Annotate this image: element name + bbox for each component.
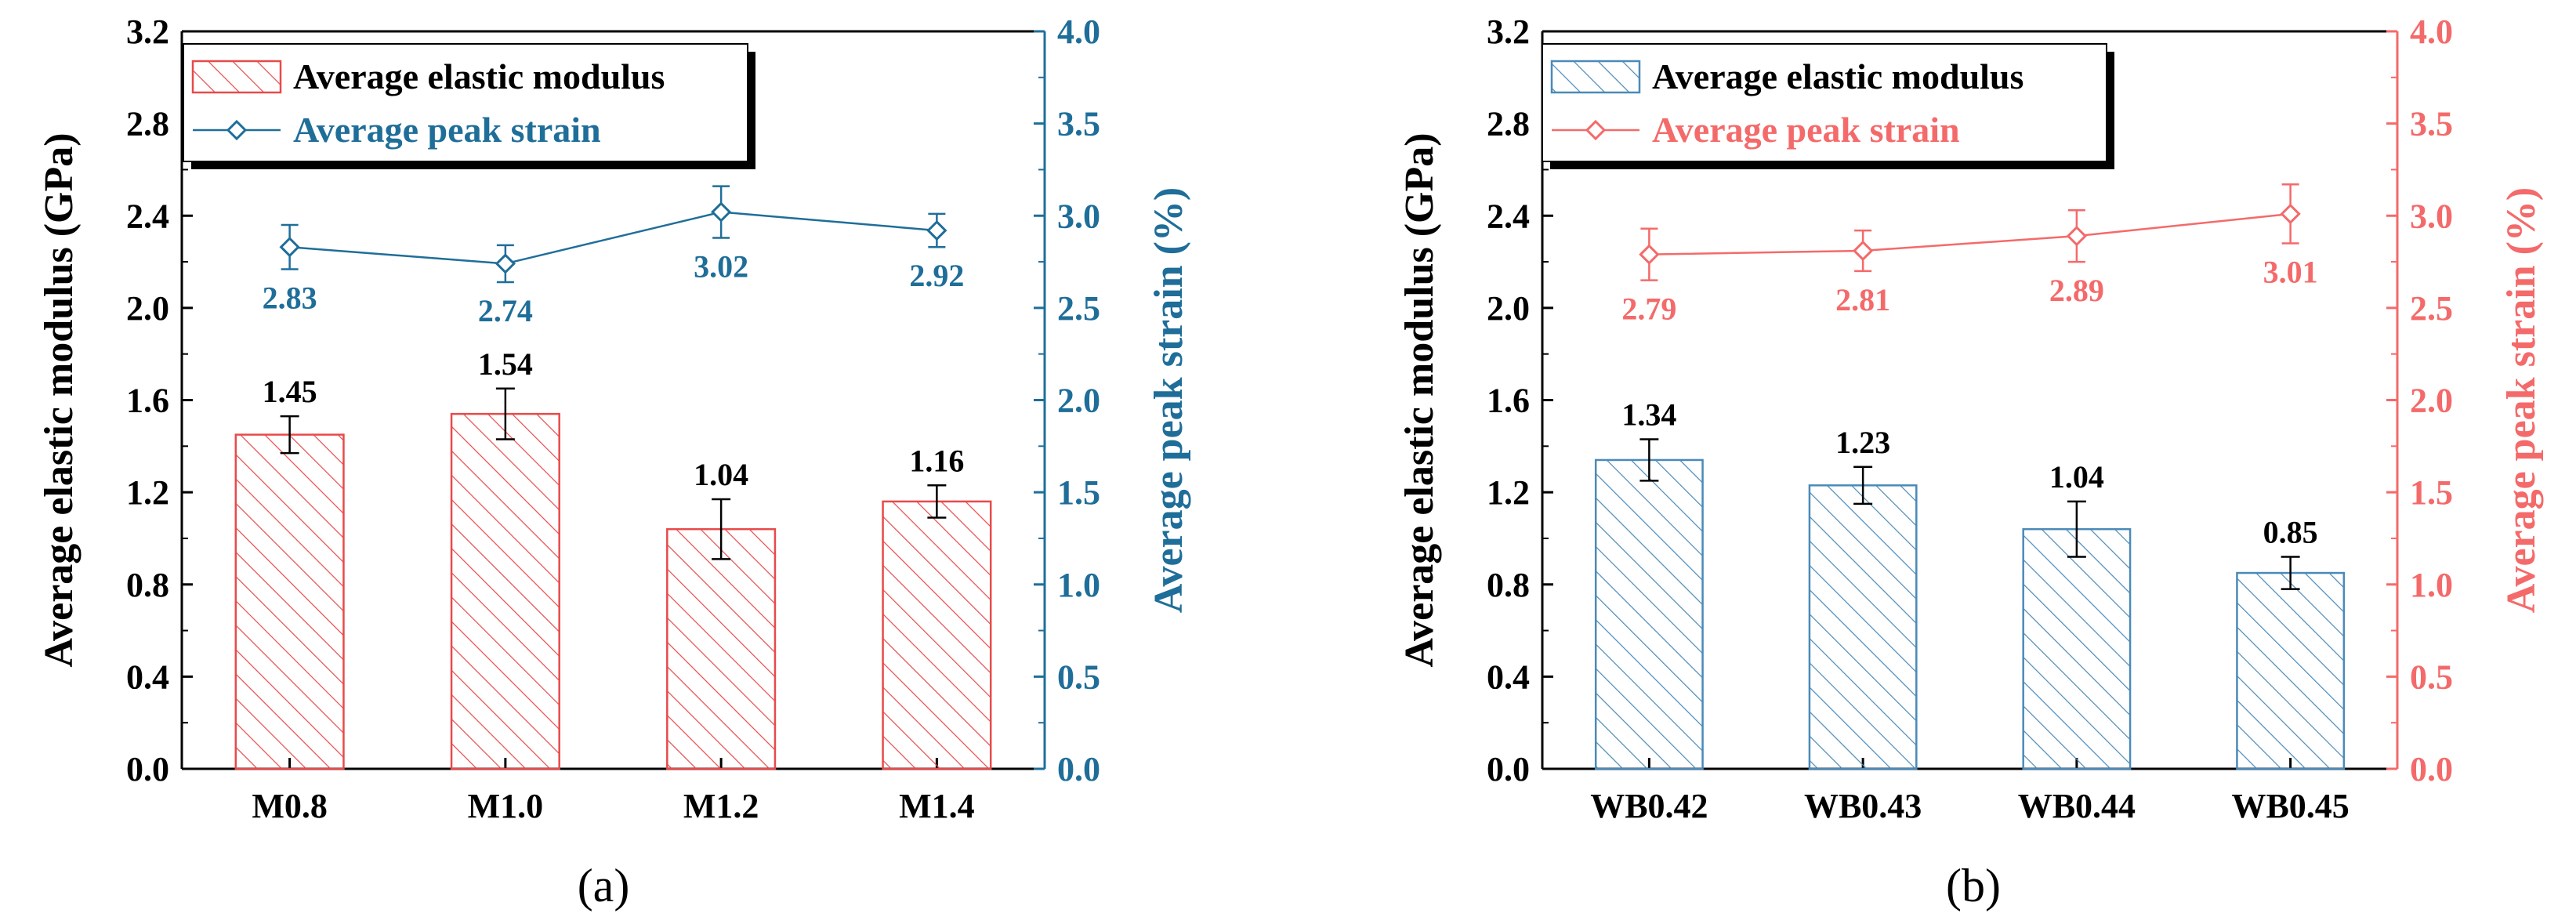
- left-y-tick-label: 0.0: [1487, 750, 1530, 788]
- right-y-tick-label: 3.0: [2410, 197, 2453, 235]
- bar-data-label: 1.45: [263, 374, 317, 409]
- strain-point: [1853, 240, 1874, 262]
- right-y-tick-label: 2.5: [2410, 289, 2453, 328]
- strain-data-label: 2.81: [1835, 282, 1890, 317]
- right-y-tick-label: 0.5: [2410, 658, 2453, 696]
- right-y-tick-label: 4.0: [2410, 13, 2453, 51]
- strain-point: [279, 237, 300, 258]
- right-y-tick-label: 1.5: [2410, 473, 2453, 512]
- legend-marker-swatch: [226, 119, 248, 141]
- right-y-tick-label: 1.0: [2410, 566, 2453, 604]
- left-y-tick-label: 0.4: [1487, 658, 1530, 696]
- strain-data-label: 3.02: [694, 248, 748, 284]
- legend-label-strain: Average peak strain: [293, 110, 601, 150]
- right-y-tick-label: 2.0: [1057, 382, 1100, 420]
- right-y-tick-label: 3.5: [1057, 105, 1100, 143]
- legend-marker-swatch: [1585, 119, 1607, 141]
- left-y-tick-label: 1.6: [1487, 382, 1530, 420]
- left-y-tick-label: 3.2: [126, 13, 169, 51]
- left-y-tick-label: 0.8: [126, 566, 169, 604]
- bar: [2236, 571, 2346, 770]
- strain-data-label: 2.83: [263, 280, 317, 315]
- left-y-tick-label: 1.2: [126, 473, 169, 512]
- legend-bar-swatch: [1550, 60, 1641, 94]
- bar: [450, 412, 560, 770]
- legend-bar-swatch: [191, 60, 282, 94]
- bar-data-label: 0.85: [2263, 514, 2318, 549]
- strain-series-line: [289, 211, 937, 265]
- strain-series-line: [1649, 212, 2291, 255]
- bar-data-label: 1.34: [1621, 397, 1676, 432]
- left-y-tick-label: 2.4: [1487, 197, 1530, 235]
- bar-data-label: 1.04: [2049, 459, 2104, 495]
- right-y-tick-label: 1.5: [1057, 473, 1100, 512]
- left-y-tick-label: 0.8: [1487, 566, 1530, 604]
- left-y-tick-label: 0.4: [126, 658, 169, 696]
- x-tick-label: WB0.44: [2018, 787, 2136, 825]
- x-tick-label: M1.4: [899, 787, 975, 825]
- bar: [1594, 458, 1704, 770]
- bar-data-label: 1.16: [909, 443, 964, 478]
- right-y-tick-label: 3.5: [2410, 105, 2453, 143]
- right-y-tick-label: 3.0: [1057, 197, 1100, 235]
- left-y-tick-label: 3.2: [1487, 13, 1530, 51]
- bar: [882, 500, 992, 770]
- x-tick-label: M1.0: [468, 787, 544, 825]
- chart-panel-a: 0.0 0.4 0.8 1.2 1.6 2.0 2.4 2.8 3.2 0.0 0.5 1.0 1.5 2…: [37, 13, 1191, 911]
- left-y-tick-label: 2.0: [1487, 289, 1530, 328]
- bar-data-label: 1.23: [1835, 425, 1890, 460]
- bar: [2022, 527, 2132, 770]
- x-tick-label: M0.8: [252, 787, 328, 825]
- right-y-tick-label: 4.0: [1057, 13, 1100, 51]
- right-y-tick-label: 2.0: [2410, 382, 2453, 420]
- strain-point: [2280, 203, 2301, 225]
- strain-data-label: 3.01: [2263, 255, 2318, 290]
- panel-label: (a): [578, 860, 630, 911]
- right-y-axis-title: Average peak strain (%): [1147, 187, 1191, 614]
- right-y-tick-label: 2.5: [1057, 289, 1100, 328]
- left-y-tick-label: 0.0: [126, 750, 169, 788]
- left-y-tick-label: 1.2: [1487, 473, 1530, 512]
- chart-panel-b: 0.0 0.4 0.8 1.2 1.6 2.0 2.4 2.8 3.2 0.0 0.5 1.0 1.5 2…: [1397, 13, 2544, 911]
- bar: [1808, 484, 1918, 770]
- left-y-axis-title: Average elastic modulus (GPa): [37, 132, 82, 667]
- left-y-tick-label: 2.8: [1487, 105, 1530, 143]
- x-tick-label: WB0.42: [1590, 787, 1708, 825]
- right-y-tick-label: 0.5: [1057, 658, 1100, 696]
- strain-data-label: 2.79: [1621, 292, 1676, 327]
- x-tick-label: WB0.45: [2231, 787, 2349, 825]
- legend-label-strain: Average peak strain: [1652, 110, 1960, 150]
- strain-point: [711, 201, 732, 223]
- left-y-tick-label: 2.8: [126, 105, 169, 143]
- legend-label-modulus: Average elastic modulus: [1652, 56, 2023, 96]
- right-y-tick-label: 1.0: [1057, 566, 1100, 604]
- strain-point: [2066, 226, 2087, 247]
- right-y-tick-label: 0.0: [1057, 750, 1100, 788]
- right-y-axis-title: Average peak strain (%): [2499, 187, 2544, 614]
- strain-point: [1639, 244, 1660, 265]
- bar-data-label: 1.04: [694, 457, 748, 492]
- bar-data-label: 1.54: [478, 346, 533, 382]
- right-y-tick-label: 0.0: [2410, 750, 2453, 788]
- left-y-tick-label: 2.0: [126, 289, 169, 328]
- strain-point: [495, 253, 516, 274]
- strain-data-label: 2.92: [909, 258, 964, 293]
- bar: [234, 433, 345, 770]
- bar: [666, 527, 777, 770]
- left-y-tick-label: 2.4: [126, 197, 169, 235]
- legend-label-modulus: Average elastic modulus: [293, 56, 665, 96]
- left-y-tick-label: 1.6: [126, 382, 169, 420]
- panel-label: (b): [1946, 860, 2001, 911]
- strain-data-label: 2.89: [2049, 273, 2104, 308]
- x-tick-label: M1.2: [683, 787, 759, 825]
- strain-data-label: 2.74: [478, 293, 533, 328]
- left-y-axis-title: Average elastic modulus (GPa): [1397, 132, 1442, 667]
- strain-point: [926, 219, 947, 241]
- x-tick-label: WB0.43: [1804, 787, 1922, 825]
